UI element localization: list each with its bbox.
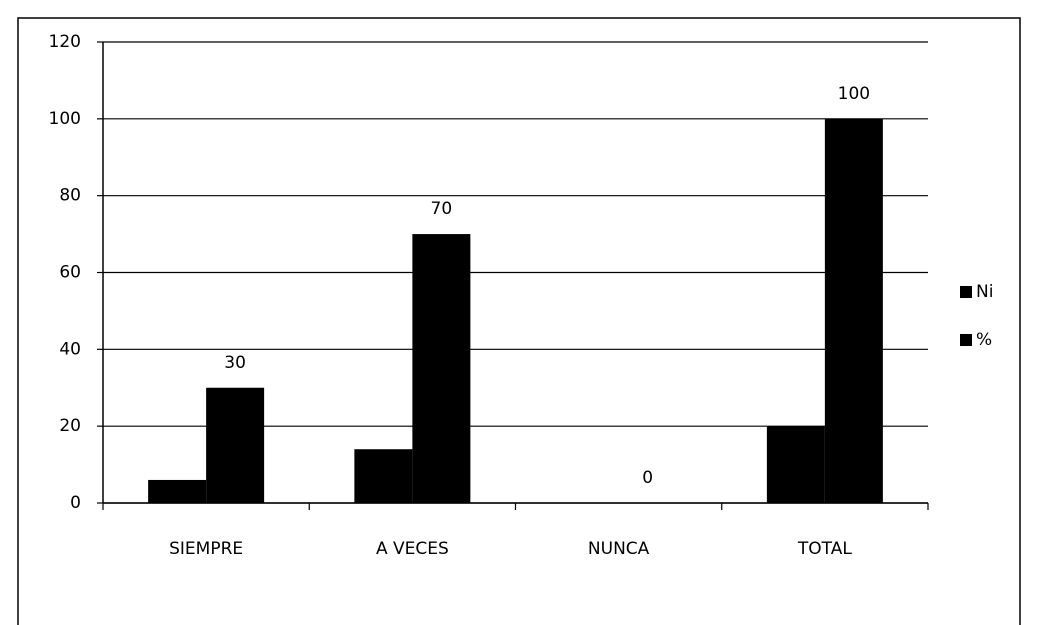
legend-swatch xyxy=(960,334,972,346)
y-tick-label: 40 xyxy=(59,339,81,359)
y-tick-label: 120 xyxy=(49,32,81,52)
legend-label: Ni xyxy=(976,282,993,302)
bar xyxy=(766,426,825,503)
bar xyxy=(824,118,883,503)
legend-swatch xyxy=(960,286,972,298)
bar xyxy=(148,479,207,503)
bar xyxy=(412,234,471,504)
data-label: 100 xyxy=(838,84,870,104)
data-label: 70 xyxy=(431,199,453,219)
x-tick-label: TOTAL xyxy=(797,539,852,559)
y-tick-label: 80 xyxy=(59,186,81,206)
data-label: 30 xyxy=(224,353,246,373)
y-tick-label: 100 xyxy=(49,109,81,129)
y-tick-label: 60 xyxy=(59,263,81,283)
y-tick-label: 20 xyxy=(59,416,81,436)
x-tick-label: SIEMPRE xyxy=(169,539,243,559)
x-tick-label: NUNCA xyxy=(588,539,650,559)
x-tick-label: A VECES xyxy=(376,539,449,559)
bar xyxy=(206,387,265,503)
y-tick-label: 0 xyxy=(70,493,81,513)
bar xyxy=(354,449,413,503)
data-label: 0 xyxy=(642,468,653,488)
legend-label: % xyxy=(976,330,992,350)
